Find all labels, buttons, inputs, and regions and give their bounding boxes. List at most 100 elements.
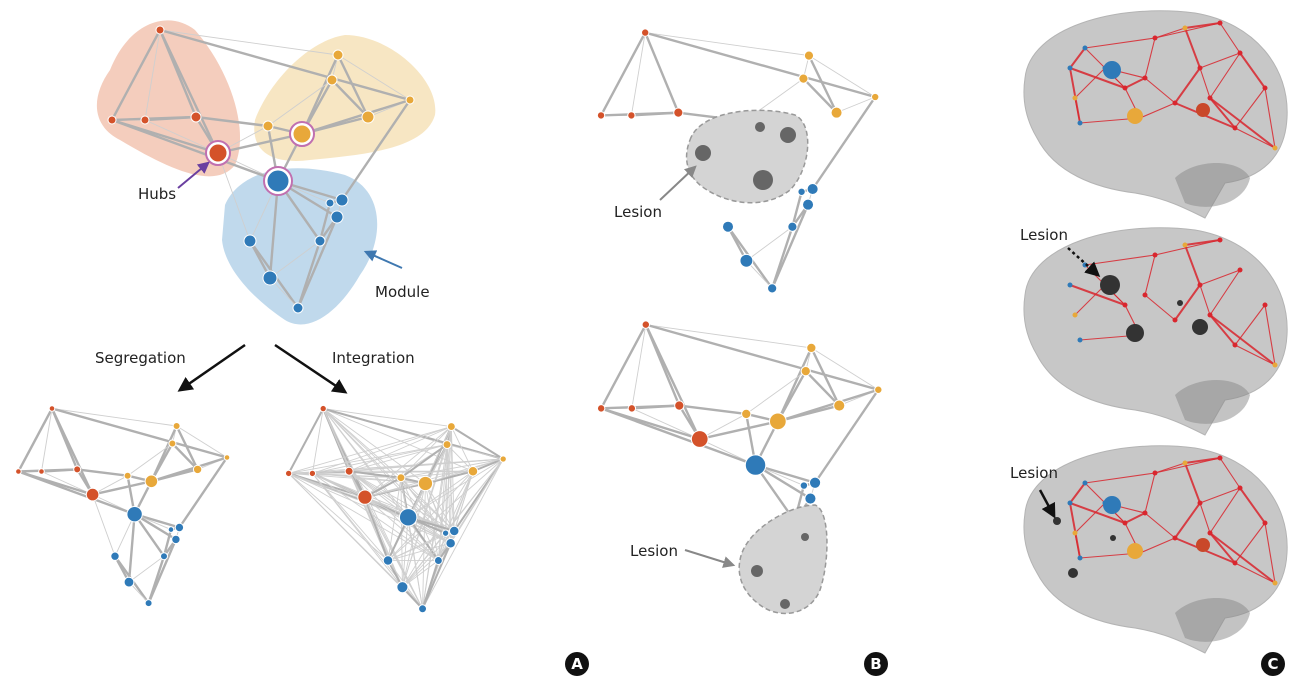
edge xyxy=(645,323,879,391)
node xyxy=(284,469,293,478)
brain-node xyxy=(1182,242,1188,248)
node xyxy=(799,481,809,490)
lesion-node xyxy=(695,145,711,161)
edge xyxy=(288,473,439,561)
brain-edge xyxy=(1069,284,1126,306)
edge xyxy=(311,408,324,474)
brain-edge xyxy=(1199,67,1211,99)
node xyxy=(330,210,344,224)
edge xyxy=(771,204,810,289)
brain-cerebellum xyxy=(1175,380,1250,424)
brain-node xyxy=(1077,120,1083,126)
brain-edge xyxy=(1239,52,1266,89)
edge xyxy=(776,370,807,422)
brain-edge xyxy=(1209,269,1241,316)
edge xyxy=(144,115,197,122)
lesion-node xyxy=(780,599,790,609)
brain-edge xyxy=(1144,254,1156,296)
edge xyxy=(41,408,53,472)
edge xyxy=(111,118,279,183)
brain-edge xyxy=(1264,304,1276,366)
edge xyxy=(288,444,448,474)
edge xyxy=(312,472,451,544)
node xyxy=(744,454,767,476)
brain-hub xyxy=(1103,496,1121,514)
node xyxy=(361,110,375,124)
edge xyxy=(400,477,439,561)
brain-edge xyxy=(1209,52,1241,99)
node xyxy=(396,581,409,594)
node xyxy=(123,576,135,588)
brain-node xyxy=(1237,50,1243,56)
node xyxy=(292,302,304,314)
edge xyxy=(287,408,325,474)
edge xyxy=(472,458,504,473)
edge xyxy=(159,29,339,56)
edge xyxy=(348,470,439,561)
edge xyxy=(387,542,451,561)
node xyxy=(73,465,82,474)
segregation-label: Segregation xyxy=(95,349,186,367)
brain-outline xyxy=(1023,445,1288,654)
edge xyxy=(387,458,504,561)
node xyxy=(382,555,394,566)
brain-edge xyxy=(1144,512,1176,539)
edge xyxy=(400,443,448,479)
node xyxy=(168,439,177,448)
brain-node xyxy=(1262,302,1268,308)
edge xyxy=(162,529,173,557)
edge xyxy=(312,473,389,561)
edge xyxy=(348,470,402,479)
edge xyxy=(92,480,152,496)
brain-edge xyxy=(1144,77,1176,104)
arrow xyxy=(363,250,403,269)
brain-outline xyxy=(1023,10,1288,219)
brain-edge xyxy=(1174,502,1201,539)
brain-node xyxy=(1082,480,1088,486)
edge xyxy=(791,191,803,228)
edge xyxy=(631,111,679,117)
node xyxy=(335,193,349,207)
brain-node xyxy=(1262,520,1268,526)
edge xyxy=(699,420,779,441)
edge xyxy=(312,472,455,532)
node xyxy=(223,454,231,461)
edge xyxy=(51,408,177,427)
module-hull-blue xyxy=(222,168,378,325)
brain-node xyxy=(1182,25,1188,31)
node xyxy=(325,198,335,208)
network xyxy=(284,404,507,614)
edge xyxy=(151,456,228,483)
lesion-node xyxy=(1126,324,1144,342)
edge xyxy=(77,468,128,477)
brain-node xyxy=(1082,45,1088,51)
lesion-label: Lesion xyxy=(614,203,662,221)
brain-hub xyxy=(1196,538,1210,552)
edge xyxy=(341,99,411,201)
brain-edge xyxy=(1209,97,1236,129)
node xyxy=(357,489,373,505)
edge xyxy=(269,240,321,279)
module-hull-red xyxy=(96,20,241,177)
lesion-region xyxy=(738,504,828,615)
edge xyxy=(267,79,333,127)
edge xyxy=(364,496,389,561)
brain-edge xyxy=(1184,462,1201,504)
node xyxy=(721,220,735,233)
networks xyxy=(15,25,883,614)
lesion-label: Lesion xyxy=(1020,226,1068,244)
node xyxy=(804,492,817,505)
brain-edge xyxy=(1144,37,1156,79)
edge xyxy=(51,407,228,459)
network xyxy=(596,320,883,527)
brain-node xyxy=(1142,292,1148,298)
brain-node xyxy=(1067,282,1073,288)
edge xyxy=(349,444,448,472)
brain-edge xyxy=(1199,284,1211,316)
edge xyxy=(422,483,426,609)
brain-edge xyxy=(1234,562,1276,584)
lesion-region xyxy=(685,109,809,204)
brain-node xyxy=(1272,145,1278,151)
node xyxy=(243,234,257,248)
